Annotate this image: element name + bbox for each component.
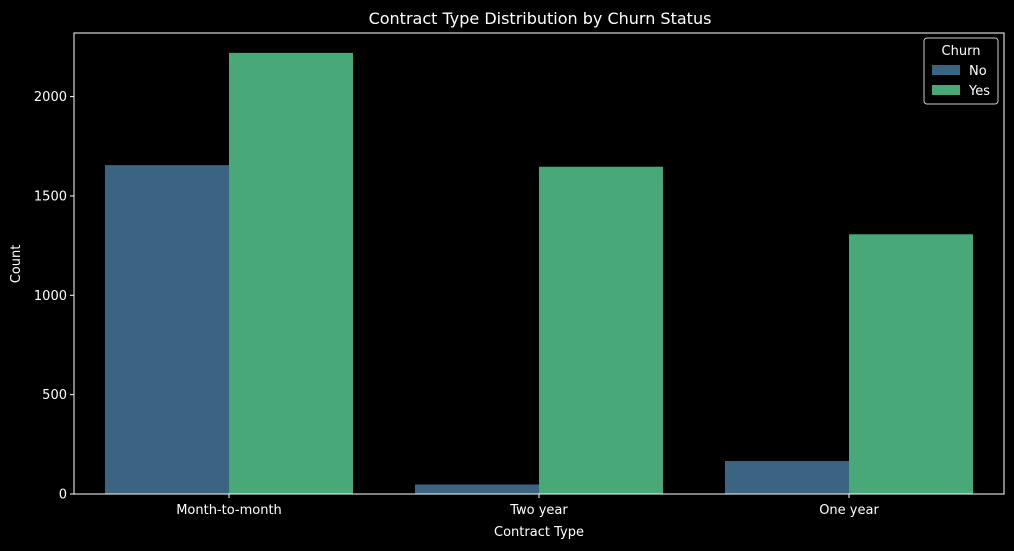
legend-swatch-yes bbox=[932, 85, 960, 95]
x-tick-label: Month-to-month bbox=[176, 503, 282, 518]
bar-two-year-yes bbox=[539, 166, 663, 495]
legend-swatch-no bbox=[932, 65, 960, 75]
axes-group: 0 500 1000 1500 2000 Month-to-month Two year On… bbox=[34, 32, 1005, 518]
bar-month-to-month-yes bbox=[229, 52, 353, 495]
bar-two-year-no bbox=[415, 484, 539, 494]
x-tick-label: Two year bbox=[509, 503, 568, 518]
bar-month-to-month-no bbox=[105, 165, 229, 494]
y-tick-label: 0 bbox=[59, 488, 67, 503]
x-axis-label: Contract Type bbox=[494, 525, 584, 540]
legend-label-yes: Yes bbox=[968, 84, 990, 99]
y-tick-label: 2000 bbox=[34, 90, 67, 105]
x-tick-label: One year bbox=[819, 503, 879, 518]
bar-one-year-yes bbox=[849, 234, 973, 495]
bars-group bbox=[105, 52, 973, 495]
bar-one-year-no bbox=[725, 461, 849, 494]
y-tick-label: 1000 bbox=[34, 289, 67, 304]
y-axis-label: Count bbox=[9, 245, 24, 284]
legend: Churn No Yes bbox=[923, 37, 999, 105]
legend-label-no: No bbox=[969, 64, 987, 79]
chart-title: Contract Type Distribution by Churn Stat… bbox=[369, 9, 712, 28]
y-tick-label: 1500 bbox=[34, 189, 67, 204]
legend-title: Churn bbox=[942, 44, 981, 59]
y-tick-label: 500 bbox=[42, 388, 67, 403]
